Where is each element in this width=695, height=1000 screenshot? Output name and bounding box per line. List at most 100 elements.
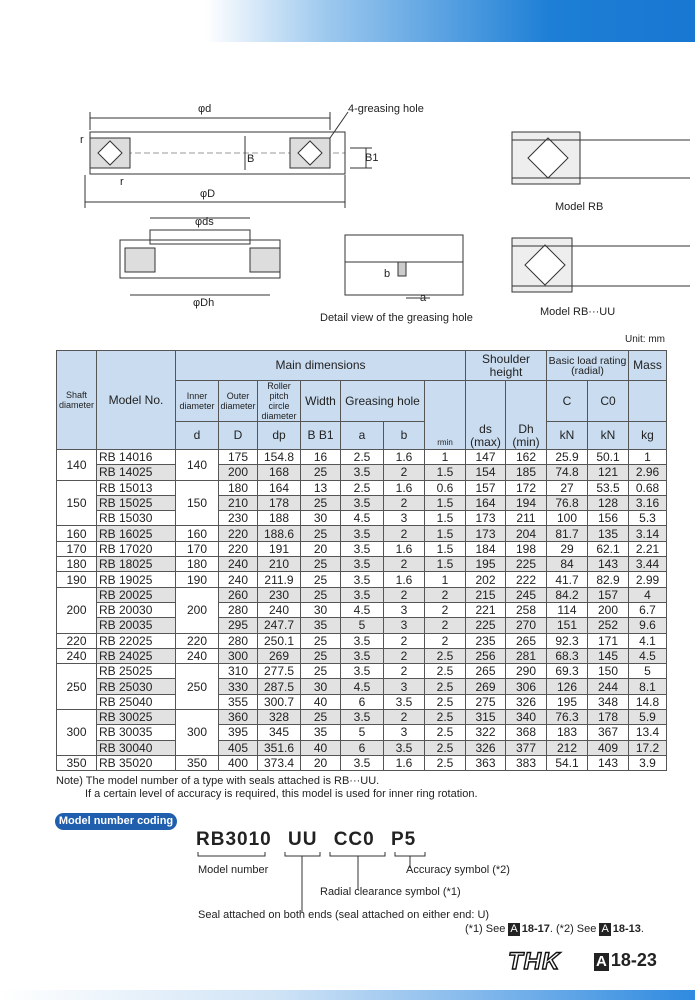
- mass-cell: 2.96: [628, 464, 667, 481]
- outer-diameter-cell: 300: [218, 647, 258, 665]
- pitch-diameter-cell: 250.1: [257, 632, 301, 649]
- header-outer: Outer diameter: [218, 380, 258, 422]
- header-c0: C0: [587, 380, 629, 422]
- header-inner: Inner diameter: [175, 380, 219, 422]
- table-row: 150 RB 15013 150 180 164 13 2.5 1.6 0.6 157 172 27 5…: [56, 479, 667, 527]
- c0-cell: 143: [587, 556, 629, 573]
- greasing-b-cell: 3: [383, 724, 425, 741]
- phi-ds-label: φds: [195, 216, 214, 228]
- phi-D-label: φD: [200, 188, 216, 200]
- width-cell: 40: [300, 739, 341, 756]
- mass-cell: 3.44: [628, 556, 667, 573]
- rmin-cell: 2.5: [424, 709, 466, 726]
- greasing-b-cell: 3: [383, 678, 425, 695]
- inner-diameter-cell: 170: [175, 540, 219, 558]
- mass-cell: 1: [628, 448, 667, 466]
- ds-cell: 256: [465, 647, 506, 665]
- pitch-diameter-cell: 328: [257, 709, 301, 726]
- coding-leader-lines: [197, 852, 426, 912]
- c0-cell: 82.9: [587, 571, 629, 588]
- phi-Dh-label: φDh: [193, 297, 215, 309]
- shaft-diameter-cell: 150: [56, 479, 97, 527]
- table-row: RB 25040 355 300.7 40 6 3.5 2.5 275 326 195 348 14.…: [57, 693, 667, 711]
- outer-diameter-cell: 395: [218, 724, 258, 741]
- model-number-cell: RB 15025: [96, 494, 176, 512]
- outer-diameter-cell: 180: [218, 479, 258, 496]
- table-row: RB 14025 200 168 25 3.5 2 1.5 154 185 74.8 121 2.96: [57, 464, 667, 481]
- c0-cell: 156: [587, 510, 629, 527]
- c-cell: 195: [546, 693, 588, 711]
- ds-cell: 173: [465, 510, 506, 527]
- width-cell: 25: [300, 556, 341, 573]
- ref-2-page[interactable]: 18-13: [612, 923, 641, 935]
- ds-cell: 215: [465, 586, 506, 603]
- r-label-bottom: r: [120, 176, 124, 188]
- greasing-b-cell: 2: [383, 494, 425, 512]
- detail-caption: Detail view of the greasing hole: [320, 312, 473, 324]
- width-cell: 30: [300, 510, 341, 527]
- ref-end: .: [640, 923, 644, 935]
- model-number-cell: RB 20035: [96, 617, 176, 634]
- table-row: RB 25030 330 287.5 30 4.5 3 2.5 269 306 126 244 8.1: [57, 678, 667, 695]
- model-number-cell: RB 16025: [96, 525, 176, 542]
- outer-diameter-cell: 200: [218, 464, 258, 481]
- width-cell: 25: [300, 571, 341, 588]
- c0-cell: 150: [587, 663, 629, 680]
- mass-cell: 4.1: [628, 632, 667, 649]
- table-row: 170 RB 17020 170 220 191 20 3.5 1.6 1.5 184 198 29 6…: [56, 540, 667, 558]
- model-number-cell: RB 25025: [96, 663, 176, 680]
- greasing-a-cell: 3.5: [340, 647, 384, 665]
- table-row: RB 20035 295 247.7 35 5 3 2 225 270 151 252 9.6: [57, 617, 667, 634]
- model-number-cell: RB 25040: [96, 693, 176, 711]
- pitch-diameter-cell: 269: [257, 647, 301, 665]
- table-row: RB 15030 230 188 30 4.5 3 1.5 173 211 100 156 5.3: [57, 510, 667, 527]
- model-number-cell: RB 25030: [96, 678, 176, 695]
- table-row: 350 RB 35020 350 400 373.4 20 3.5 1.6 2.5 363 383 5…: [56, 754, 667, 772]
- model-number-cell: RB 24025: [96, 647, 176, 665]
- c0-cell: 53.5: [587, 479, 629, 496]
- width-cell: 25: [300, 709, 341, 726]
- c-cell: 27: [546, 479, 588, 496]
- note-line-1: Note) The model number of a type with se…: [56, 775, 380, 787]
- c0-cell: 244: [587, 678, 629, 695]
- greasing-a-cell: 3.5: [340, 556, 384, 573]
- greasing-a-cell: 3.5: [340, 525, 384, 542]
- table-row: 220 RB 22025 220 280 250.1 25 3.5 2 2 235 265 92.3 1…: [56, 632, 667, 649]
- outer-diameter-cell: 360: [218, 709, 258, 726]
- ref-1-page[interactable]: 18-17: [521, 923, 550, 935]
- header-d: d: [175, 421, 219, 450]
- page-number: A 18-23: [594, 950, 657, 971]
- mass-cell: 9.6: [628, 617, 667, 634]
- shaft-diameter-cell: 160: [56, 525, 97, 542]
- width-cell: 35: [300, 724, 341, 741]
- mass-cell: 13.4: [628, 724, 667, 741]
- c0-cell: 143: [587, 754, 629, 772]
- mass-cell: 2.99: [628, 571, 667, 588]
- rmin-cell: 1: [424, 571, 466, 588]
- mass-cell: 5: [628, 663, 667, 680]
- header-width: Width: [300, 380, 341, 422]
- outer-diameter-cell: 260: [218, 586, 258, 603]
- rmin-cell: 1.5: [424, 556, 466, 573]
- outer-diameter-cell: 400: [218, 754, 258, 772]
- phi-d-label: φd: [198, 103, 212, 115]
- table-row: RB 15025 210 178 25 3.5 2 1.5 164 194 76.8 128 3.16: [57, 494, 667, 512]
- header-mass: Mass: [628, 350, 667, 381]
- mass-cell: 5.9: [628, 709, 667, 726]
- model-number-cell: RB 19025: [96, 571, 176, 588]
- dh-cell: 204: [505, 525, 547, 542]
- header-D: D: [218, 421, 258, 450]
- dh-cell: 194: [505, 494, 547, 512]
- outer-diameter-cell: 355: [218, 693, 258, 711]
- shaft-diameter-cell: 180: [56, 556, 97, 573]
- mass-cell: 14.8: [628, 693, 667, 711]
- header-kn1: kN: [546, 421, 588, 450]
- greasing-a-cell: 6: [340, 693, 384, 711]
- table-row: 240 RB 24025 240 300 269 25 3.5 2 2.5 256 281 68.3 1…: [56, 647, 667, 665]
- c0-cell: 121: [587, 464, 629, 481]
- shaft-diameter-cell: 250: [56, 663, 97, 711]
- c-cell: 76.3: [546, 709, 588, 726]
- header-c: C: [546, 380, 588, 422]
- table-row: 250 RB 25025 250 310 277.5 25 3.5 2 2.5 265 290 69.…: [56, 663, 667, 711]
